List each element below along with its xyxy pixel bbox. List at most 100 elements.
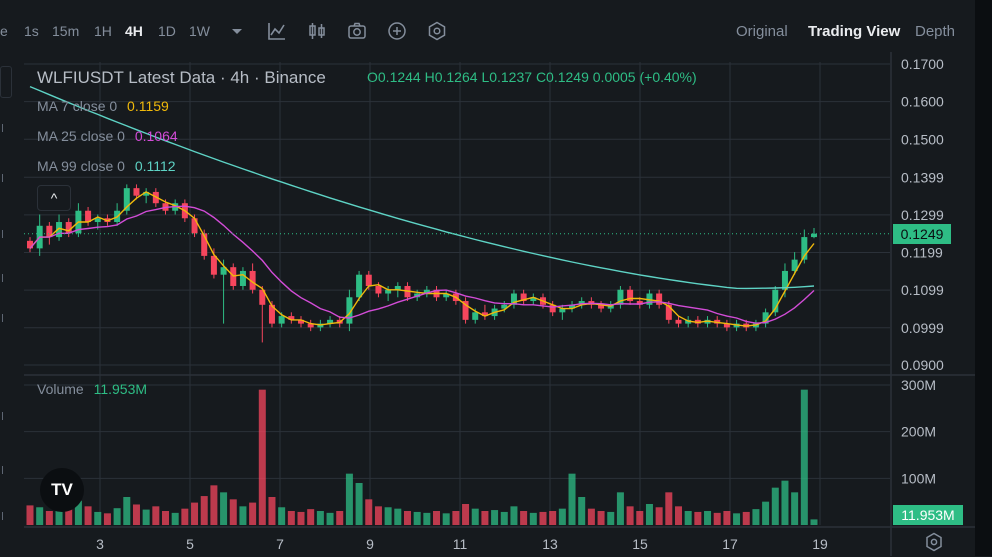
interval-4h[interactable]: 4H <box>125 23 143 39</box>
candle-body <box>307 323 314 328</box>
indicator-icon[interactable] <box>266 20 288 42</box>
candle-body <box>462 301 469 320</box>
volume-bar <box>800 389 808 525</box>
time-tick-label: 3 <box>96 536 104 552</box>
volume-bar <box>365 499 373 525</box>
volume-bar <box>181 508 189 525</box>
drawing-tool-lock-icon[interactable] <box>2 512 11 520</box>
view-original[interactable]: Original <box>736 23 788 40</box>
candle-body <box>520 293 527 302</box>
ma25-value: 0.1064 <box>134 128 178 144</box>
candle-body <box>46 225 53 238</box>
add-icon[interactable] <box>386 20 408 42</box>
candle-body <box>617 289 624 305</box>
candle-body <box>443 293 450 298</box>
candle-body <box>549 304 556 313</box>
time-tick-label: 17 <box>722 536 738 552</box>
candle-body <box>268 304 275 324</box>
volume-bar <box>539 511 547 525</box>
volume-bar <box>326 512 334 525</box>
interval-1w[interactable]: 1W <box>189 23 210 39</box>
volume-bar <box>103 513 111 525</box>
drawing-tool-zoom-icon[interactable] <box>2 412 11 420</box>
drawing-tool-brush-icon[interactable] <box>2 230 11 238</box>
volume-bar <box>636 511 644 525</box>
ma25-line <box>29 205 815 324</box>
view-depth[interactable]: Depth <box>915 23 956 40</box>
interval-15m[interactable]: 15m <box>52 23 80 39</box>
candle-body <box>191 218 198 234</box>
ma25-legend[interactable]: MA 25 close 0 0.1064 <box>37 128 178 144</box>
chart-settings-gear-icon[interactable] <box>924 532 944 552</box>
interval-cut-label[interactable]: e <box>0 23 8 39</box>
volume-tick-label: 100M <box>901 470 936 486</box>
drawing-tool-fib-icon[interactable] <box>2 174 11 182</box>
last-price-tag: 0.1249 <box>893 224 951 244</box>
volume-bar <box>394 508 402 525</box>
interval-1d[interactable]: 1D <box>158 23 176 39</box>
volume-label: Volume <box>37 381 84 397</box>
ma7-legend[interactable]: MA 7 close 0 0.1159 <box>37 98 169 114</box>
volume-bar <box>433 511 441 525</box>
drawing-tool-active[interactable] <box>0 66 12 98</box>
ma25-label: MA 25 close 0 <box>37 128 125 144</box>
candle-body <box>27 240 33 249</box>
volume-bar <box>123 497 131 525</box>
volume-bar <box>84 506 92 525</box>
collapse-legend-button[interactable]: ^ <box>37 185 71 211</box>
candles <box>27 184 817 343</box>
ma7-value: 0.1159 <box>127 98 169 114</box>
time-tick-label: 9 <box>366 536 374 552</box>
price-tick-label: 0.1600 <box>901 94 944 110</box>
candle-body <box>569 304 576 309</box>
top-toolbar: e 1s 15m 1H 4H 1D 1W Original Trading Vi… <box>0 0 992 62</box>
ohlc-values: O0.1244 H0.1264 L0.1237 C0.1249 0.0005 (… <box>367 69 697 85</box>
price-tick-label: 0.0900 <box>901 357 944 373</box>
volume-bar <box>132 504 140 525</box>
volume-tick-label: 300M <box>901 377 936 393</box>
volume-bar <box>210 485 218 525</box>
low-value: L0.1237 <box>481 69 533 85</box>
volume-bar <box>704 511 712 525</box>
interval-1s[interactable]: 1s <box>24 23 39 39</box>
view-trading-view[interactable]: Trading View <box>808 23 901 40</box>
change-value: 0.0005 (+0.40%) <box>592 69 697 85</box>
candle-body <box>239 270 246 286</box>
settings-icon[interactable] <box>426 20 448 42</box>
volume-bar <box>607 511 615 525</box>
volume-bar <box>597 511 605 525</box>
candle-body <box>781 270 788 290</box>
volume-bar <box>200 496 208 525</box>
volume-bar <box>26 505 34 525</box>
ma7-label: MA 7 close 0 <box>37 98 118 114</box>
volume-bar <box>442 513 450 525</box>
candle-body <box>375 285 382 294</box>
tradingview-logo: TV <box>40 468 84 512</box>
volume-bar <box>752 509 760 525</box>
drawing-tool-more-icon[interactable] <box>2 466 11 474</box>
interval-1h[interactable]: 1H <box>94 23 112 39</box>
volume-bar <box>520 511 528 525</box>
candle-body <box>811 233 817 238</box>
volume-bar <box>94 511 102 525</box>
close-value: C0.1249 <box>535 69 589 85</box>
price-tick-label: 0.1399 <box>901 169 944 185</box>
candle-body <box>249 270 256 290</box>
chevron-down-icon[interactable] <box>226 20 248 42</box>
candle-type-icon[interactable] <box>306 20 328 42</box>
drawing-tool-line-icon[interactable] <box>2 124 11 132</box>
candle-body <box>327 319 334 324</box>
volume-bar <box>655 507 663 525</box>
candle-body <box>559 308 566 313</box>
volume-bar <box>791 492 799 525</box>
volume-tick-label: 200M <box>901 424 936 440</box>
candle-body <box>201 233 208 256</box>
volume-bar <box>142 509 150 525</box>
volume-bar <box>626 506 634 525</box>
candle-body <box>675 319 682 324</box>
drawing-tool-text-icon[interactable] <box>2 274 11 282</box>
camera-icon[interactable] <box>346 20 368 42</box>
ma99-legend[interactable]: MA 99 close 0 0.1112 <box>37 158 176 174</box>
drawing-tool-measure-icon[interactable] <box>2 314 11 322</box>
